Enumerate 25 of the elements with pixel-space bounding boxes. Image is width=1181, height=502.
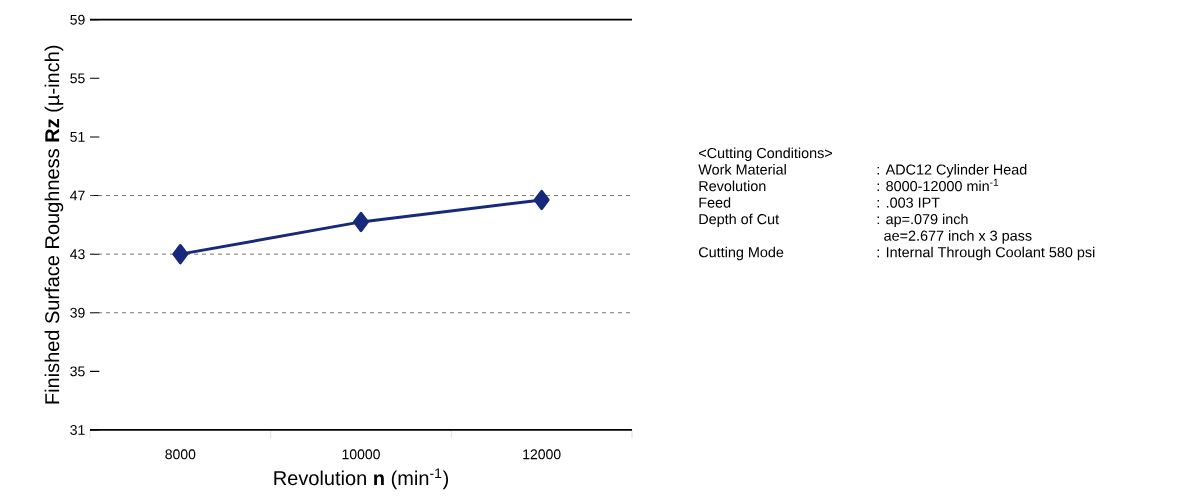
y-tick-label: 43 <box>70 249 85 260</box>
y-axis-title: Finished Surface Roughness Rz (µ-inch) <box>44 45 64 404</box>
text: : 8000-12000 min$^{-1}$ <box>877 178 999 192</box>
y-tick-label: 35 <box>70 366 85 377</box>
text: : Internal Through Coolant 580 psi <box>877 246 1095 261</box>
text: ae=2.677 inch x 3 pass <box>884 230 1032 244</box>
y-tick-label: 31 <box>70 425 85 435</box>
y-tick-label: 51 <box>70 132 85 142</box>
text: : .003 IPT <box>877 197 940 208</box>
x-tick-label: 12000 <box>523 449 561 460</box>
text: Revolution <box>699 180 766 192</box>
x-axis-title: Revolution n (min$^{-1}$) <box>274 468 449 490</box>
text: : ap=.079 inch <box>877 213 968 228</box>
y-tick-label: 39 <box>70 307 85 318</box>
text: Cutting Mode <box>699 246 784 261</box>
text: <Cutting Conditions> <box>698 147 833 161</box>
y-tick-label: 47 <box>70 190 85 201</box>
x-tick-label: 8000 <box>165 449 196 460</box>
y-tick-label: 59 <box>70 14 85 25</box>
text: : ADC12 Cylinder Head <box>877 164 1027 178</box>
text: Depth of Cut <box>699 213 779 228</box>
y-tick-label: 55 <box>70 73 85 84</box>
text: Work Material <box>698 164 786 175</box>
x-tick-label: 10000 <box>342 449 380 460</box>
text: Feed <box>699 197 731 208</box>
